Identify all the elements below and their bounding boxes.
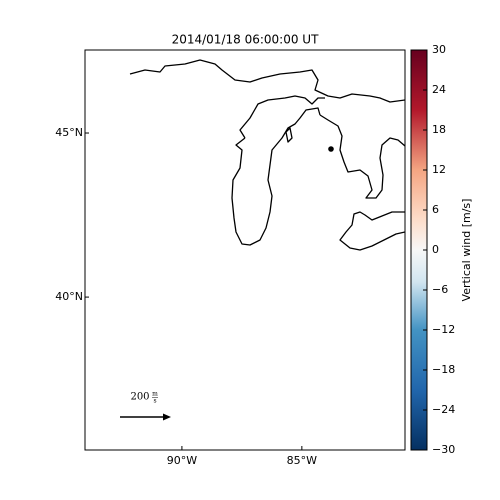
green-bay [285, 127, 293, 143]
station-point [328, 146, 334, 152]
colorbar-tick-label: 24 [432, 83, 446, 96]
colorbar-tick-label: 6 [432, 203, 439, 216]
y-tick-label: 45°N [55, 126, 83, 139]
map-frame [84, 49, 406, 451]
chart-title: 2014/01/18 06:00:00 UT [172, 33, 319, 47]
lake-superior-shore [129, 59, 405, 103]
colorbar-tick-label: −12 [432, 323, 455, 336]
colorbar-tick-label: −30 [432, 443, 455, 456]
colorbar-tick-label: 0 [432, 243, 439, 256]
colorbar-tick-label: −6 [432, 283, 448, 296]
arrow-key-unit-den: s [153, 398, 156, 405]
colorbar-tick-label: 18 [432, 123, 446, 136]
colorbar-tick-label: 12 [432, 163, 446, 176]
lake-michigan-west-shore [231, 107, 321, 246]
arrow-key-magnitude: 200 [130, 392, 149, 403]
lake-erie-shore [339, 211, 405, 251]
coastlines [129, 59, 405, 251]
colorbar-tick-label: −24 [432, 403, 455, 416]
upper-peninsula-south-shore [239, 95, 325, 139]
colorbar-label: Vertical wind [m/s] [460, 199, 473, 302]
arrow-key-unit-num: m [152, 391, 158, 398]
y-tick-label: 40°N [55, 290, 83, 303]
lower-peninsula-east-shore [319, 114, 405, 199]
colorbar-tick-label: 30 [432, 43, 446, 56]
x-tick-label: 90°W [167, 454, 197, 467]
colorbar-tick-label: −18 [432, 363, 455, 376]
arrow-key [120, 413, 171, 421]
arrow-head [163, 413, 171, 421]
x-tick-label: 85°W [287, 454, 317, 467]
